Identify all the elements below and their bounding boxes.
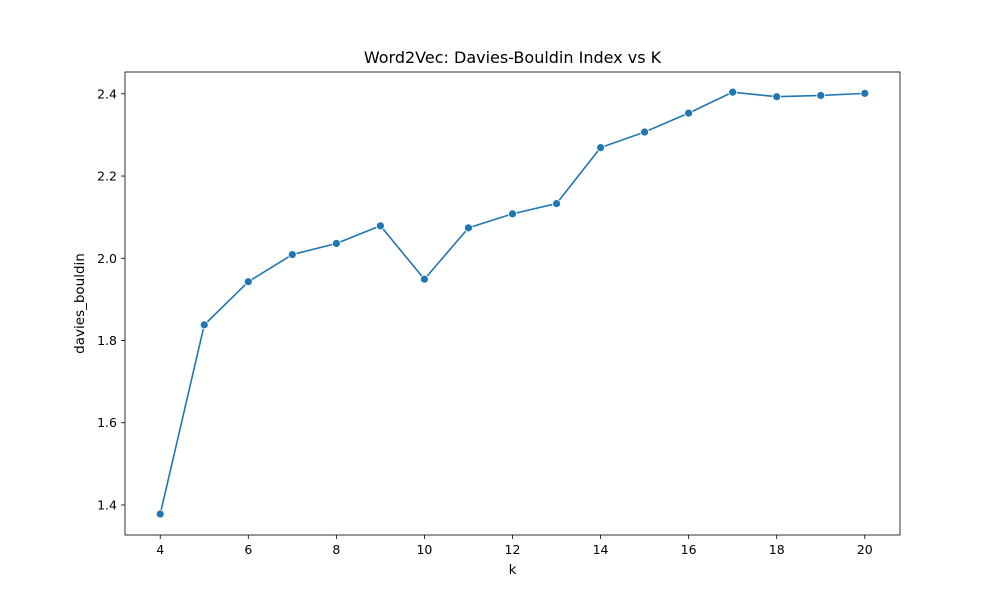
y-axis: 1.4 1.6 1.8 2.0 2.2 2.4 (97, 86, 125, 512)
data-point (508, 209, 517, 219)
data-point (860, 88, 870, 98)
x-tick-label: 20 (857, 542, 873, 557)
data-point (596, 143, 605, 153)
data-point (199, 320, 209, 330)
series-markers (155, 87, 870, 519)
y-tick-label: 2.2 (97, 169, 117, 184)
y-tick-label: 1.8 (97, 333, 117, 348)
data-point (420, 274, 429, 284)
x-tick-label: 18 (769, 542, 785, 557)
data-point (243, 277, 253, 287)
x-tick-label: 16 (681, 542, 697, 557)
chart-title: Word2Vec: Davies-Bouldin Index vs K (364, 48, 662, 67)
data-point (287, 250, 297, 259)
x-axis: 4 6 8 10 12 14 16 18 20 (156, 535, 873, 557)
x-axis-label: k (509, 562, 517, 578)
data-point (552, 199, 561, 208)
x-tick-label: 6 (244, 542, 252, 557)
x-tick-label: 14 (593, 542, 609, 557)
x-tick-label: 4 (156, 542, 164, 557)
x-tick-label: 8 (332, 542, 340, 557)
y-axis-label: davies_bouldin (72, 253, 88, 354)
data-point (728, 87, 738, 97)
data-point (155, 509, 165, 519)
x-tick-label: 10 (416, 542, 432, 557)
data-point (331, 239, 341, 248)
y-tick-label: 1.4 (97, 497, 117, 512)
y-tick-label: 2.4 (97, 86, 117, 101)
data-point (375, 221, 385, 231)
data-point (684, 108, 694, 118)
y-tick-label: 2.0 (97, 251, 117, 266)
x-tick-label: 12 (505, 542, 521, 557)
data-point (640, 127, 649, 137)
data-point (772, 92, 782, 102)
data-point (816, 91, 826, 100)
data-point (464, 223, 473, 233)
y-tick-label: 1.6 (97, 415, 117, 430)
